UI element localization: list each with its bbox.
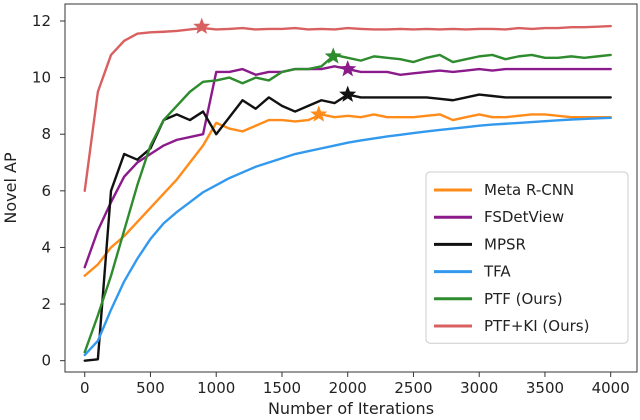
legend-entry-ptf-ki-ours: PTF+KI (Ours) [434,317,589,335]
y-tick-label: 0 [41,352,51,370]
y-tick-label: 10 [32,69,51,87]
legend-label: PTF (Ours) [484,290,563,308]
y-tick-label: 6 [41,182,51,200]
y-tick-label: 4 [41,238,51,256]
x-tick-label: 1000 [197,379,235,397]
axes-layer: 0 500 1000 1500 2000 2500 3000 3500 4000 0 2 4 6 8 10 1… [1,3,638,418]
x-tick-label: 3500 [526,379,564,397]
legend-entry-meta-r-cnn: Meta R-CNN [434,181,574,199]
x-tick-label: 4000 [592,379,630,397]
best-point-star-ptf-ki-ours [193,17,211,34]
legend-label: PTF+KI (Ours) [484,317,589,335]
series-line-ptf-ours [83,53,612,354]
y-axis-label: Novel AP [1,152,20,224]
legend-label: TFA [483,263,511,281]
x-tick-label: 500 [136,379,165,397]
best-point-star-fsdetview [339,60,357,77]
y-tick-label: 12 [32,12,51,30]
best-point-star-meta-r-cnn [310,105,328,122]
legend-entry-mpsr: MPSR [434,235,526,253]
legend-box [425,171,629,344]
legend-label: FSDetView [484,208,564,226]
series-fsdetview [83,60,612,269]
series-line-tfa [83,116,612,357]
x-tick-label: 1500 [263,379,301,397]
x-tick-label: 0 [80,379,90,397]
legend-entry-ptf-ours: PTF (Ours) [434,290,563,308]
legend-entry-tfa: TFA [434,263,511,281]
best-point-star-mpsr [339,85,357,102]
legend: Meta R-CNN FSDetView MPSR TFA PTF (Ours) PTF+… [425,171,629,344]
y-tick-label: 8 [41,125,51,143]
x-tick-label: 2000 [329,379,367,397]
series-ptf-ki-ours [83,17,612,193]
series-line-ptf-ki-ours [83,24,612,193]
x-axis-label: Number of Iterations [268,399,434,416]
legend-entry-fsdetview: FSDetView [434,208,564,226]
series-layer [83,17,612,362]
x-tick-label: 2500 [394,379,432,397]
series-mpsr [83,85,612,362]
series-tfa [83,116,612,357]
legend-label: MPSR [484,235,526,253]
y-tick-label: 2 [41,295,51,313]
series-line-meta-r-cnn [83,113,612,277]
best-point-star-ptf-ours [324,47,342,64]
x-tick-label: 3000 [460,379,498,397]
plot-frame [64,3,638,373]
series-meta-r-cnn [83,105,612,277]
legend-label: Meta R-CNN [484,181,574,199]
series-ptf-ours [83,47,612,354]
